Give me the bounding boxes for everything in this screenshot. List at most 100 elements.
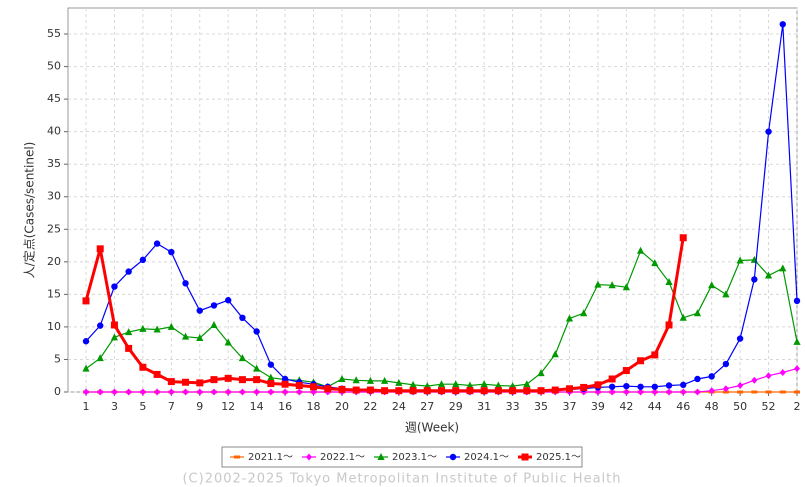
data-point [694,375,701,383]
legend-item: 2025.1～ [518,452,581,463]
data-point [409,387,417,395]
data-point [523,387,531,395]
data-point [651,383,658,390]
x-tick-label: 31 [477,400,491,413]
data-point [82,297,90,305]
legend-item: 2021.1～ [230,452,293,463]
data-point [381,376,389,384]
x-tick-label: 2 [794,400,801,413]
data-point [680,388,687,396]
data-point [437,380,446,388]
legend-label: 2023.1～ [392,452,437,463]
x-tick-label: 52 [762,400,776,413]
legend-marker [521,453,529,461]
data-point [594,280,602,288]
data-point [608,281,616,289]
data-point [565,385,573,393]
data-point [736,335,744,342]
data-point [395,378,403,386]
data-point [623,382,630,390]
data-point [139,324,147,332]
data-point [765,390,772,394]
data-point [167,322,175,330]
data-point [537,369,545,377]
data-point [366,386,374,394]
x-tick-label: 27 [420,400,434,413]
data-point [267,373,275,381]
data-point [338,385,346,393]
data-point [765,128,772,135]
data-point [651,351,659,359]
data-point [239,388,246,396]
x-tick-label: 39 [591,400,605,413]
x-tick-label: 33 [506,400,520,413]
data-point [722,385,729,393]
data-point [381,387,389,395]
data-point [110,333,119,341]
data-point [537,387,545,395]
data-point [182,388,189,396]
data-point [580,309,588,317]
data-point [708,281,716,289]
data-point [680,381,687,389]
data-point [168,248,175,256]
data-point [423,387,431,395]
data-point [352,386,360,394]
data-point [665,382,673,389]
data-point [153,240,161,247]
y-tick-label: 45 [47,92,61,105]
data-point [608,383,616,390]
y-tick-label: 55 [47,27,61,40]
data-point [281,380,289,388]
data-point [96,245,104,253]
data-point [679,313,687,321]
data-point [167,378,175,386]
x-tick-label: 50 [733,400,747,413]
data-point [210,320,218,328]
data-point [637,383,644,390]
data-point [722,290,730,298]
data-point [210,388,217,396]
x-tick-label: 12 [221,400,235,413]
data-point [111,283,118,290]
data-point [111,388,118,396]
data-point [196,379,204,387]
data-point [153,370,161,378]
legend-box [221,446,583,468]
legend-item: 2022.1～ [302,452,365,463]
legend-label: 2024.1～ [464,452,509,463]
data-point [779,390,786,394]
data-point [764,271,773,279]
data-point [267,388,274,396]
data-point [452,380,460,388]
data-point [779,264,787,272]
data-point [182,280,189,287]
x-tick-label: 9 [196,400,203,413]
data-point [153,325,161,333]
data-point [751,276,758,283]
legend-label: 2022.1～ [320,452,365,463]
data-point [139,363,147,371]
data-point [622,283,630,291]
copyright: (C)2002-2025 Tokyo Metropolitan Institut… [182,472,621,487]
data-point [253,388,260,396]
data-point [765,372,772,380]
x-tick-label: 35 [534,400,548,413]
x-tick-label: 46 [676,400,690,413]
data-point [253,328,260,335]
x-axis-label: 週(Week) [405,421,459,435]
y-tick-label: 40 [47,125,61,138]
legend-item: 2023.1～ [374,452,437,463]
data-point [594,381,602,389]
data-point [651,259,659,267]
data-point [637,388,644,396]
y-tick-label: 35 [47,157,61,170]
data-point [438,387,445,395]
data-point [267,361,275,368]
data-point [794,365,800,373]
data-point [665,278,673,286]
x-tick-label: 7 [168,400,175,413]
x-tick-label: 24 [392,400,406,413]
data-point [324,385,332,393]
